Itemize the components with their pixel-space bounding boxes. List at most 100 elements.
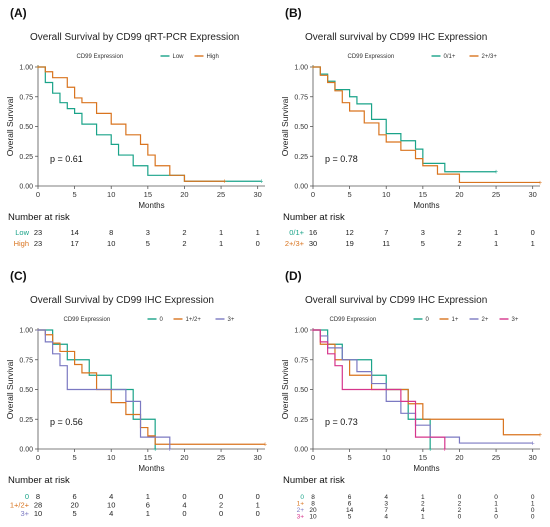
risk-count: 1 [219, 239, 223, 248]
risk-count: 0 [531, 228, 535, 237]
legend: CD99 Expression 0 1+ 2+ 3+ [330, 317, 519, 323]
legend-entry: Low [173, 54, 185, 60]
risk-count: 5 [421, 239, 425, 248]
risk-count: 1 [256, 501, 260, 510]
y-tick-label: 0.00 [294, 184, 308, 191]
panel-1: (A) Overall Survival by CD99 qRT-PCR Expr… [5, 6, 265, 248]
legend-entry: 0/1+ [444, 54, 456, 60]
risk-count: 14 [346, 507, 354, 514]
p-value: p = 0.61 [50, 154, 83, 164]
censor-mark: + [36, 328, 40, 335]
legend-title: CD99 Expression [77, 54, 124, 60]
y-tick-label: 0.00 [19, 184, 33, 191]
survival-curve-4 [313, 329, 446, 449]
legend-entry: 0 [160, 317, 164, 323]
censor-mark: + [311, 328, 315, 335]
risk-count: 2 [219, 501, 223, 510]
censor-mark: + [36, 65, 40, 72]
x-axis-label: Months [138, 464, 164, 473]
risk-count: 0 [256, 239, 260, 248]
panel-2: (B) Overall survival by CD99 IHC Expressi… [280, 6, 542, 248]
legend-title: CD99 Expression [330, 317, 377, 323]
risk-row-label: 0 [25, 492, 29, 501]
risk-count: 8 [36, 492, 40, 501]
risk-count: 1 [256, 228, 260, 237]
risk-count: 5 [73, 509, 77, 518]
risk-count: 2 [182, 228, 186, 237]
legend-entry: 1+ [452, 317, 459, 323]
survival-curve-2 [313, 66, 540, 184]
x-axis-label: Months [413, 201, 439, 210]
risk-count: 8 [109, 228, 113, 237]
legend-entry: 1+/2+ [186, 317, 202, 323]
x-tick-label: 10 [382, 190, 390, 199]
risk-count: 6 [73, 492, 77, 501]
y-tick-label: 0.00 [294, 447, 308, 454]
risk-row-label: 3+ [297, 514, 305, 521]
chart-title: Overall Survival by CD99 IHC Expression [30, 295, 214, 306]
risk-count: 0 [531, 514, 535, 521]
risk-count: 3 [421, 228, 425, 237]
legend-entry: 2+ [482, 317, 489, 323]
x-tick-label: 0 [36, 453, 40, 462]
risk-count: 4 [384, 494, 388, 501]
risk-row-label: 0/1+ [289, 228, 304, 237]
risk-count: 2 [458, 507, 462, 514]
risk-count: 0 [458, 494, 462, 501]
y-tick-label: 1.00 [294, 65, 308, 72]
risk-count: 6 [348, 494, 352, 501]
p-value: p = 0.78 [325, 154, 358, 164]
legend-entry: 3+ [512, 317, 519, 323]
risk-count: 1 [531, 501, 535, 508]
risk-count: 0 [182, 509, 186, 518]
risk-table-title: Number at risk [8, 475, 70, 486]
risk-count: 23 [34, 228, 42, 237]
y-axis-label: Overall Survival [5, 360, 15, 420]
risk-count: 17 [70, 239, 78, 248]
x-tick-label: 0 [311, 453, 315, 462]
censor-mark: + [494, 169, 498, 176]
risk-count: 1 [494, 228, 498, 237]
risk-row-label: 2+/3+ [285, 239, 305, 248]
censor-mark: + [443, 447, 447, 454]
x-tick-label: 0 [36, 190, 40, 199]
risk-count: 1 [146, 492, 150, 501]
legend-entry: 0 [426, 317, 430, 323]
y-tick-label: 0.75 [19, 94, 33, 101]
x-tick-label: 30 [529, 453, 537, 462]
censor-mark: + [153, 447, 157, 454]
chart-title: Overall survival by CD99 IHC Expression [305, 32, 487, 43]
legend: CD99 Expression Low High [77, 54, 219, 60]
x-tick-label: 20 [180, 453, 188, 462]
legend-entry: High [207, 54, 219, 60]
censor-mark: + [538, 180, 542, 187]
risk-count: 11 [382, 239, 390, 248]
risk-row-label: 1+/2+ [10, 501, 30, 510]
risk-row-label: 3+ [20, 509, 29, 518]
risk-count: 14 [70, 228, 78, 237]
risk-row-label: Low [15, 228, 29, 237]
legend-title: CD99 Expression [348, 54, 395, 60]
risk-count: 2 [457, 228, 461, 237]
y-tick-label: 0.25 [294, 417, 308, 424]
risk-count: 0 [256, 492, 260, 501]
y-tick-label: 0.50 [294, 124, 308, 131]
risk-count: 0 [531, 494, 535, 501]
censor-mark: + [36, 65, 40, 72]
risk-count: 5 [146, 239, 150, 248]
panel-3: (C) Overall Survival by CD99 IHC Expressi… [5, 269, 267, 518]
risk-count: 8 [311, 501, 315, 508]
panel-label: (B) [285, 6, 302, 20]
censor-mark: + [168, 447, 172, 454]
p-value: p = 0.73 [325, 417, 358, 427]
risk-count: 3 [384, 501, 388, 508]
y-tick-label: 0.50 [19, 387, 33, 394]
x-tick-label: 5 [348, 453, 352, 462]
legend-entry: 3+ [228, 317, 235, 323]
risk-count: 0 [458, 514, 462, 521]
y-tick-label: 0.50 [294, 387, 308, 394]
censor-mark: + [311, 65, 315, 72]
x-tick-label: 15 [144, 190, 152, 199]
risk-count: 1 [146, 509, 150, 518]
